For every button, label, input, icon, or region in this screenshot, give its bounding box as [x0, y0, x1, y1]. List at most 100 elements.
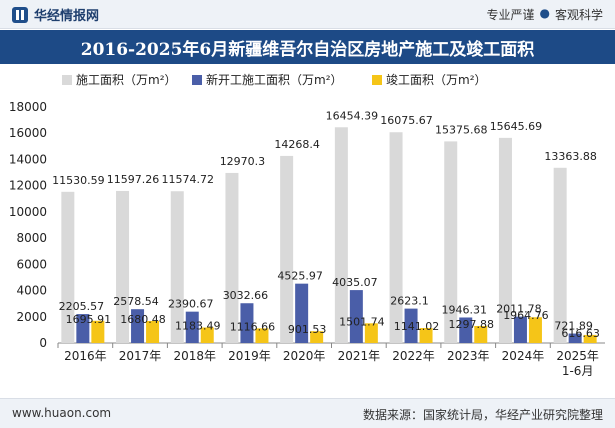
- data-label-1-6: 16454.39: [326, 109, 379, 122]
- x-tick-label: 2022年: [392, 349, 435, 363]
- data-label-2-4: 3032.66: [223, 289, 269, 302]
- data-label-3-10: 616.63: [561, 327, 600, 340]
- bar-2-2: [131, 309, 145, 343]
- y-tick-label: 12000: [9, 179, 47, 193]
- data-label-1-2: 11597.26: [107, 173, 160, 186]
- bar-2-9: [513, 316, 527, 343]
- data-label-1-3: 11574.72: [162, 173, 215, 186]
- footer: www.huaon.com 数据来源：国家统计局，华经产业研究院整理: [0, 398, 615, 428]
- bar-2-4: [240, 303, 254, 343]
- slogan: 专业严谨 ● 客观科学: [486, 6, 603, 23]
- x-tick-label: 2024年: [502, 349, 545, 363]
- bar-2-1: [76, 314, 90, 343]
- x-tick-label-line: 1-6月: [562, 364, 594, 378]
- brand: 华经情报网: [12, 5, 99, 24]
- data-label-1-9: 15645.69: [490, 120, 543, 133]
- data-label-2-9: 2011.78: [496, 303, 542, 316]
- title-bar: 2016-2025年6月新疆维吾尔自治区房地产施工及竣工面积: [0, 30, 615, 64]
- bar-2-3: [185, 311, 199, 343]
- x-tick-label: 2025年 1-6月: [556, 349, 599, 378]
- legend-label-3: 竣工面积（万m²）: [386, 72, 487, 87]
- data-label-3-2: 1680.48: [120, 313, 166, 326]
- data-source: 数据来源：国家统计局，华经产业研究院整理: [362, 408, 603, 422]
- bar-2-10: [568, 333, 582, 343]
- bar-1-1: [61, 191, 75, 343]
- slogan-left: 专业严谨: [486, 8, 535, 22]
- data-label-3-1: 1695.91: [66, 313, 112, 326]
- brand-name: 华经情报网: [34, 9, 100, 24]
- bar-1-6: [334, 127, 348, 343]
- bar-3-1: [91, 320, 105, 343]
- legend-swatch-1: [62, 75, 72, 85]
- x-tick-label: 2017年: [119, 349, 162, 363]
- bar-3-2: [146, 320, 160, 343]
- data-label-2-10: 721.89: [554, 320, 593, 333]
- data-label-2-5: 4525.97: [277, 270, 323, 283]
- data-label-2-8: 1946.31: [442, 303, 488, 316]
- chart-area: 施工面积（万m²） 新开工施工面积（万m²） 竣工面积（万m²） 0 2000 4000 6…: [9, 72, 605, 378]
- x-tick-label: 2021年: [338, 349, 381, 363]
- x-tick-label: 2019年: [228, 349, 271, 363]
- bar-2-6: [349, 290, 363, 343]
- bar-1-4: [225, 172, 239, 343]
- y-tick-label: 4000: [16, 284, 47, 298]
- bar-3-8: [474, 325, 488, 343]
- data-label-3-8: 1297.88: [449, 318, 495, 331]
- legend-swatch-2: [192, 75, 202, 85]
- x-tick-label-line: 2017年: [119, 349, 162, 363]
- x-tick-label-line: 2016年: [64, 349, 107, 363]
- legend-label-2: 新开工施工面积（万m²）: [206, 72, 343, 87]
- bar-3-9: [528, 317, 542, 343]
- data-label-1-7: 16075.67: [380, 114, 433, 127]
- bar-3-6: [364, 323, 378, 343]
- bar-2-8: [459, 317, 473, 343]
- data-label-1-5: 14268.4: [274, 138, 320, 151]
- x-tick-label: 2020年: [283, 349, 326, 363]
- bar-1-10: [553, 167, 567, 343]
- y-tick-label: 16000: [9, 126, 47, 140]
- bar-1-2: [116, 190, 130, 343]
- data-label-2-3: 2390.67: [168, 298, 214, 311]
- y-tick-label: 6000: [16, 257, 47, 271]
- x-tick-label: 2023年: [447, 349, 490, 363]
- slogan-right: 客观科学: [554, 8, 603, 22]
- x-tick-label-line: 2019年: [228, 349, 271, 363]
- data-label-3-7: 1141.02: [394, 320, 440, 333]
- data-label-2-6: 4035.07: [332, 276, 378, 289]
- slogan-dot-icon: ●: [539, 6, 550, 20]
- bar-3-4: [255, 328, 269, 343]
- data-label-1-10: 13363.88: [544, 150, 597, 163]
- data-label-2-2: 2578.54: [113, 295, 159, 308]
- bar-2-5: [295, 283, 309, 343]
- y-tick-label: 14000: [9, 152, 47, 166]
- bar-1-3: [170, 191, 184, 343]
- legend-label-1: 施工面积（万m²）: [76, 73, 177, 87]
- top-bar: 华经情报网 专业严谨 ● 客观科学: [0, 0, 615, 29]
- bar-3-5: [310, 331, 324, 343]
- data-label-3-4: 1116.66: [230, 320, 276, 333]
- x-tick-label: 2016年: [64, 349, 107, 363]
- bar-1-7: [389, 132, 403, 343]
- bar-1-9: [498, 137, 512, 343]
- website-link[interactable]: www.huaon.com: [12, 406, 112, 420]
- data-label-1-8: 15375.68: [435, 123, 488, 136]
- bar-2-7: [404, 308, 418, 343]
- bar-3-10: [583, 334, 597, 343]
- y-tick-label: 2000: [16, 310, 47, 324]
- x-tick-label-line: 2024年: [502, 349, 545, 363]
- data-label-2-1: 2205.57: [59, 300, 105, 313]
- x-tick-label-line: 2023年: [447, 349, 490, 363]
- data-label-3-3: 1183.49: [175, 319, 221, 332]
- x-tick-label: 2018年: [173, 349, 216, 363]
- bar-3-7: [419, 328, 433, 343]
- bar-1-5: [280, 155, 294, 343]
- data-label-1-1: 11530.59: [52, 174, 105, 187]
- x-tick-label-line: 2025年: [556, 349, 599, 363]
- y-tick-label: 8000: [16, 231, 47, 245]
- y-tick-label: 18000: [9, 100, 47, 114]
- x-tick-label-line: 2020年: [283, 349, 326, 363]
- data-label-3-9: 1964.76: [503, 309, 549, 322]
- chart-title: 2016-2025年6月新疆维吾尔自治区房地产施工及竣工面积: [80, 39, 535, 60]
- bar-3-3: [200, 327, 214, 343]
- x-tick-label-line: 2022年: [392, 349, 435, 363]
